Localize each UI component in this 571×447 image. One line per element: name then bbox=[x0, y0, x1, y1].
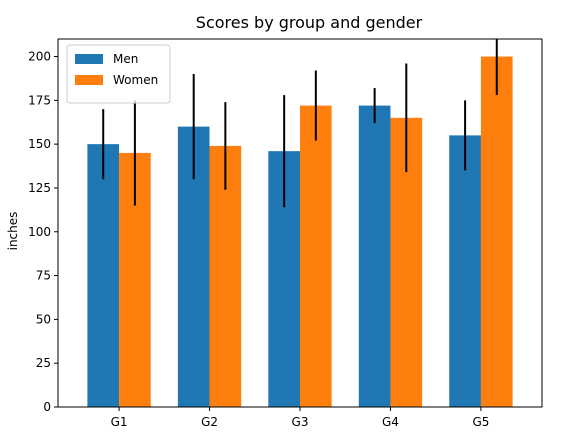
y-tick-label: 50 bbox=[36, 312, 51, 326]
bar-women-g3 bbox=[300, 105, 332, 407]
y-tick-label: 150 bbox=[28, 137, 51, 151]
bar-men-g1 bbox=[87, 144, 120, 407]
bar-women-g5 bbox=[480, 56, 513, 408]
x-tick-label: G5 bbox=[472, 415, 489, 429]
y-tick-label: 0 bbox=[43, 400, 51, 414]
y-tick-label: 125 bbox=[28, 181, 51, 195]
bar-men-g4 bbox=[358, 105, 391, 407]
legend-swatch-women bbox=[75, 75, 103, 85]
x-tick-label: G2 bbox=[201, 415, 218, 429]
x-tick-label: G3 bbox=[292, 415, 309, 429]
bar-men-g5 bbox=[449, 135, 481, 407]
plot-area: 0 25 50 75 100 125 150 175 200 G1 G2 G3 G4 G5 bbox=[28, 38, 543, 429]
x-tick-label: G1 bbox=[111, 415, 128, 429]
y-tick-label: 175 bbox=[28, 93, 51, 107]
chart-title: Scores by group and gender bbox=[196, 13, 423, 32]
y-axis-label: inches bbox=[6, 212, 20, 251]
legend-label-men: Men bbox=[113, 52, 138, 66]
y-tick-label: 100 bbox=[28, 225, 51, 239]
legend-label-women: Women bbox=[113, 73, 158, 87]
y-tick-label: 200 bbox=[28, 50, 51, 64]
x-tick-label: G4 bbox=[382, 415, 399, 429]
legend: Men Women bbox=[66, 44, 171, 104]
y-tick-label: 75 bbox=[36, 269, 51, 283]
y-tick-label: 25 bbox=[36, 356, 51, 370]
legend-swatch-men bbox=[75, 54, 103, 64]
